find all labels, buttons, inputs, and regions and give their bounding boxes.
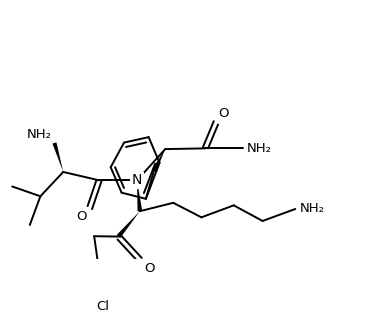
Text: Cl: Cl bbox=[96, 300, 109, 312]
Text: NH₂: NH₂ bbox=[300, 202, 324, 216]
Text: O: O bbox=[144, 262, 154, 275]
Polygon shape bbox=[52, 142, 63, 172]
Text: NH₂: NH₂ bbox=[26, 128, 51, 141]
Polygon shape bbox=[152, 149, 165, 172]
Text: O: O bbox=[218, 107, 229, 120]
Text: N: N bbox=[132, 173, 142, 187]
Polygon shape bbox=[117, 211, 140, 238]
Polygon shape bbox=[137, 180, 142, 212]
Text: NH₂: NH₂ bbox=[247, 142, 272, 155]
Text: O: O bbox=[76, 210, 86, 223]
